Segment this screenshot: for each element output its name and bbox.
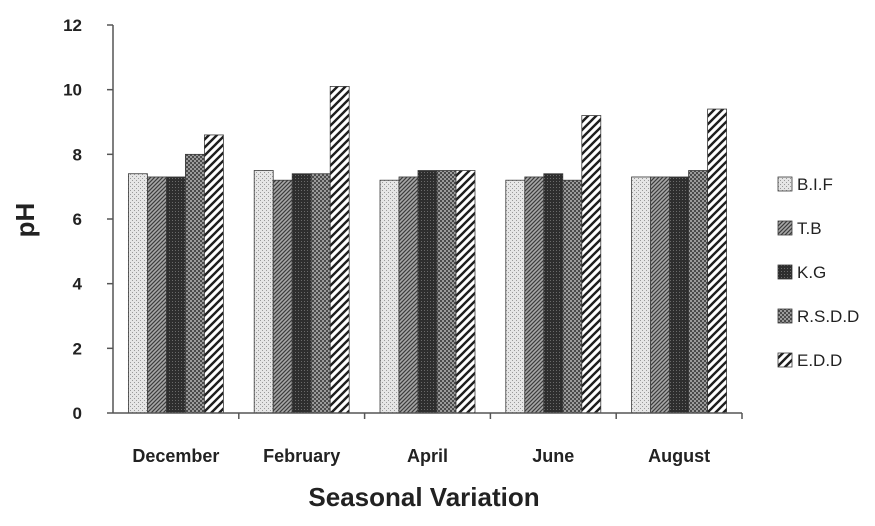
bar-rsdd-april	[436, 170, 457, 414]
x-tick-label: June	[532, 446, 574, 466]
bar-kg-february	[291, 173, 312, 414]
x-tick-label: August	[648, 446, 710, 466]
legend-label: T.B	[797, 219, 822, 238]
bar-kg-august	[669, 176, 689, 414]
bar-tb-august	[650, 176, 670, 414]
bar-edd-june	[581, 115, 602, 414]
bar-tb-february	[272, 179, 293, 414]
bar-bif-june	[505, 179, 526, 414]
x-axis-labels: December February April June August	[132, 446, 710, 466]
legend-label: R.S.D.D	[797, 307, 859, 326]
x-tick-label: April	[407, 446, 448, 466]
bar-tb-december	[146, 176, 167, 414]
bar-rsdd-december	[184, 153, 205, 414]
x-tick-label: December	[132, 446, 219, 466]
y-axis-title: pH	[10, 203, 40, 238]
bar-bif-august	[631, 176, 651, 414]
legend-label: B.I.F	[797, 175, 833, 194]
bar-tb-june	[524, 176, 545, 414]
y-tick-label: 6	[73, 210, 82, 229]
bar-kg-april	[417, 170, 438, 414]
bar-rsdd-august	[688, 170, 708, 414]
legend-swatch	[777, 220, 793, 236]
bar-tb-april	[398, 176, 419, 414]
legend-label: E.D.D	[797, 351, 842, 370]
axes-group	[112, 25, 743, 419]
legend-swatch	[777, 176, 793, 192]
y-tick-label: 8	[73, 145, 82, 164]
bar-bif-december	[127, 173, 148, 414]
y-tick-label: 10	[63, 81, 82, 100]
y-tick-label: 2	[73, 339, 82, 358]
legend: B.I.F T.B K.G R.S.D.D E.D.D	[777, 175, 859, 370]
y-tick-label: 0	[73, 404, 82, 423]
bar-bif-february	[253, 170, 274, 414]
bar-kg-december	[165, 176, 186, 414]
bar-edd-august	[707, 108, 727, 414]
bar-kg-june	[543, 173, 564, 414]
bar-edd-december	[203, 134, 224, 414]
bar-rsdd-june	[562, 179, 583, 414]
y-tick-label: 12	[63, 16, 82, 35]
y-axis-ticks: 0 2 4 6 8 10 12	[63, 16, 113, 423]
legend-label: K.G	[797, 263, 826, 282]
x-tick-label: February	[263, 446, 340, 466]
legend-swatch	[777, 264, 793, 280]
x-axis-title: Seasonal Variation	[308, 482, 539, 512]
bar-rsdd-february	[310, 173, 331, 414]
legend-swatch	[777, 308, 793, 324]
bars-group	[127, 86, 727, 414]
legend-swatch	[777, 352, 793, 368]
y-tick-label: 4	[73, 275, 83, 294]
bar-edd-april	[455, 170, 476, 414]
bar-bif-april	[379, 179, 400, 414]
bar-edd-february	[329, 86, 350, 414]
